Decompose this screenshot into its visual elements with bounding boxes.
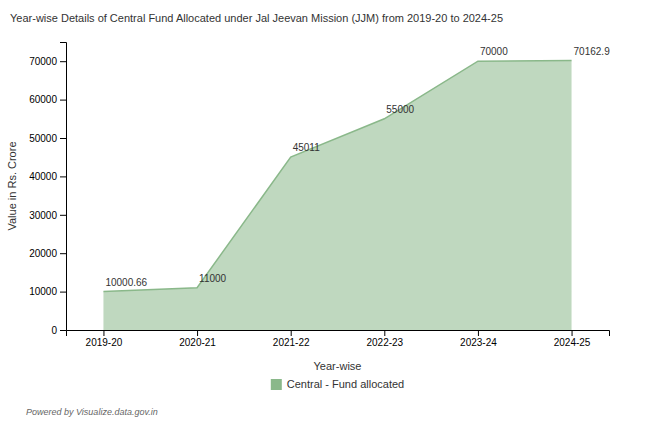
annotation: Powered by Visualize.data.gov.in: [26, 407, 158, 417]
legend-swatch: [271, 379, 282, 390]
y-tick-mark: [60, 292, 66, 293]
y-tick: 40000: [29, 171, 66, 182]
area: [103, 61, 571, 330]
y-tick: 10000: [29, 286, 66, 297]
x-tick-label: 2020-21: [179, 337, 216, 348]
x-tick-mark: [291, 330, 292, 336]
y-tick-mark: [60, 253, 66, 254]
x-axis: 2019-20 2020-21 2021-22 2022-23 2023-24 2024-…: [67, 330, 610, 348]
chart-title: Year-wise Details of Central Fund Alloca…: [10, 12, 503, 24]
y-tick-mark: [60, 100, 66, 101]
y-tick-label: 70000: [29, 56, 57, 67]
x-tick: 2019-20: [86, 330, 123, 348]
chart-svg: Year-wise Details of Central Fund Alloca…: [0, 0, 657, 425]
data-labels: 10000.66 11000 45011 55000 70000 70162.9: [105, 46, 610, 288]
y-tick-label: 30000: [29, 210, 57, 221]
x-tick-mark: [103, 330, 104, 336]
data-label: 70162.9: [574, 46, 611, 57]
x-tick-mark: [478, 330, 479, 336]
y-tick-label: 10000: [29, 286, 57, 297]
y-axis-title: Value in Rs. Crore: [6, 141, 18, 230]
y-tick-mark: [60, 138, 66, 139]
x-tick-label: 2019-20: [86, 337, 123, 348]
y-axis: 0 10000 20000 30000 40000 50000 60000 70000: [29, 43, 66, 336]
x-tick: 2022-23: [366, 330, 403, 348]
y-tick: 60000: [29, 94, 66, 105]
y-tick: 30000: [29, 210, 66, 221]
x-tick: 2023-24: [460, 330, 497, 348]
x-tick-mark: [384, 330, 385, 336]
x-tick-label: 2023-24: [460, 337, 497, 348]
y-tick: 20000: [29, 248, 66, 259]
x-tick: 2024-25: [554, 330, 591, 348]
y-tick-label: 0: [51, 325, 57, 336]
y-tick-mark: [60, 61, 66, 62]
x-axis-title: Year-wise: [314, 360, 362, 372]
x-tick-label: 2022-23: [366, 337, 403, 348]
y-axis-line: [60, 43, 67, 331]
data-label: 11000: [199, 273, 227, 284]
y-tick-mark: [60, 215, 66, 216]
legend-label: Central - Fund allocated: [287, 378, 404, 390]
data-label: 45011: [293, 142, 321, 153]
marks: [103, 61, 571, 330]
y-tick: 0: [51, 325, 66, 336]
x-tick-label: 2021-22: [273, 337, 310, 348]
y-tick: 70000: [29, 56, 66, 67]
data-label: 70000: [480, 46, 508, 57]
y-tick-label: 40000: [29, 171, 57, 182]
x-tick-label: 2024-25: [554, 337, 591, 348]
legend: Central - Fund allocated: [271, 378, 404, 390]
plot-area: 0 10000 20000 30000 40000 50000 60000 70000 2019…: [29, 43, 610, 349]
x-tick-mark: [572, 330, 573, 336]
area-line: [103, 61, 571, 292]
x-tick-mark: [197, 330, 198, 336]
y-tick-label: 50000: [29, 133, 57, 144]
data-label: 55000: [386, 104, 414, 115]
legend-item: Central - Fund allocated: [271, 378, 404, 390]
x-tick: 2020-21: [179, 330, 216, 348]
x-tick: 2021-22: [273, 330, 310, 348]
y-tick-label: 60000: [29, 94, 57, 105]
y-tick-mark: [60, 330, 66, 331]
y-tick-label: 20000: [29, 248, 57, 259]
y-tick: 50000: [29, 133, 66, 144]
x-axis-line: [67, 331, 610, 337]
y-tick-mark: [60, 176, 66, 177]
data-label: 10000.66: [105, 277, 147, 288]
